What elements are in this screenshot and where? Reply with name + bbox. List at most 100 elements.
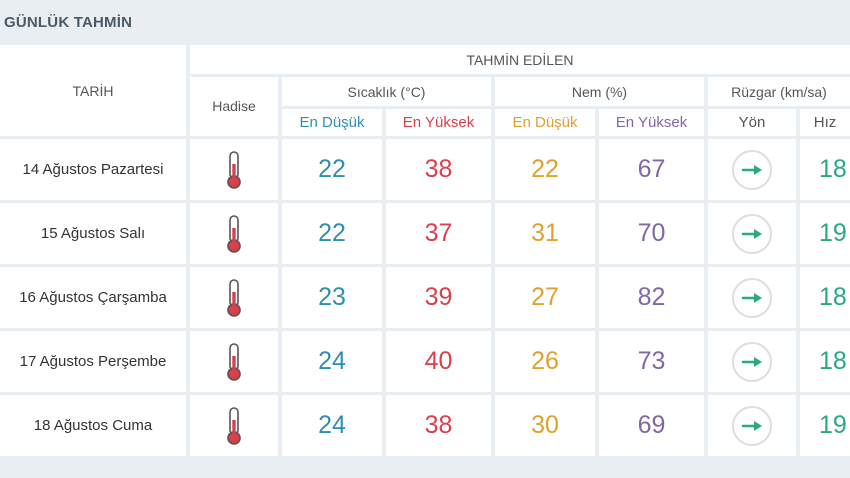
row-date: 17 Ağustos Perşembe bbox=[0, 331, 186, 392]
header-date: TARİH bbox=[0, 45, 186, 136]
temp-low-value: 22 bbox=[318, 219, 346, 247]
wind-direction-badge bbox=[732, 213, 772, 254]
subheader-temp-low: En Düşük bbox=[282, 109, 382, 136]
wind-dir bbox=[708, 203, 796, 264]
hum-low: 22 bbox=[495, 139, 595, 200]
row-event bbox=[190, 331, 278, 392]
subheader-wind-speed: Hız bbox=[800, 109, 850, 136]
temp-high: 40 bbox=[386, 331, 491, 392]
temp-high: 39 bbox=[386, 267, 491, 328]
temp-high-value: 40 bbox=[424, 347, 453, 375]
header-temperature: Sıcaklık (°C) bbox=[282, 77, 491, 106]
date-text: 18 Ağustos Cuma bbox=[33, 417, 153, 434]
row-event bbox=[190, 395, 278, 456]
row-event bbox=[190, 267, 278, 328]
hum-low-value: 27 bbox=[531, 283, 559, 311]
wind-dir bbox=[708, 267, 796, 328]
hum-low: 31 bbox=[495, 203, 595, 264]
thermometer-icon bbox=[227, 278, 241, 317]
row-event bbox=[190, 203, 278, 264]
wind-direction-badge bbox=[732, 341, 772, 382]
header-temperature-label: Sıcaklık (°C) bbox=[347, 83, 426, 100]
wind-speed: 18 bbox=[800, 267, 850, 328]
wind-dir bbox=[708, 331, 796, 392]
header-date-label: TARİH bbox=[72, 83, 114, 99]
wind-speed: 18 bbox=[800, 139, 850, 200]
subheader-temp-high-label: En Yüksek bbox=[402, 114, 475, 131]
date-text: 15 Ağustos Salı bbox=[40, 225, 146, 242]
row-date: 18 Ağustos Cuma bbox=[0, 395, 186, 456]
hum-high: 73 bbox=[599, 331, 704, 392]
wind-speed: 19 bbox=[800, 395, 850, 456]
temp-high-value: 37 bbox=[424, 219, 453, 247]
temp-low: 24 bbox=[282, 331, 382, 392]
arrow-right-icon bbox=[741, 164, 762, 175]
wind-direction-badge bbox=[732, 405, 772, 446]
row-event bbox=[190, 139, 278, 200]
hum-high: 82 bbox=[599, 267, 704, 328]
wind-speed-value: 18 bbox=[819, 347, 847, 375]
subheader-wind-dir: Yön bbox=[708, 109, 796, 136]
header-event: Hadise bbox=[190, 77, 278, 136]
header-event-label: Hadise bbox=[212, 98, 256, 114]
row-date: 16 Ağustos Çarşamba bbox=[0, 267, 186, 328]
wind-speed-value: 19 bbox=[819, 219, 847, 247]
date-text: 17 Ağustos Perşembe bbox=[19, 353, 167, 370]
row-date: 15 Ağustos Salı bbox=[0, 203, 186, 264]
temp-low: 22 bbox=[282, 139, 382, 200]
header-humidity-label: Nem (%) bbox=[571, 83, 628, 100]
temp-high-value: 38 bbox=[424, 155, 453, 183]
hum-low: 26 bbox=[495, 331, 595, 392]
hum-high-value: 82 bbox=[637, 283, 666, 311]
subheader-wind-speed-label: Hız bbox=[813, 114, 837, 131]
temp-low-value: 22 bbox=[318, 155, 346, 183]
hum-high: 69 bbox=[599, 395, 704, 456]
header-forecast-label: TAHMİN EDİLEN bbox=[466, 51, 574, 68]
header-humidity: Nem (%) bbox=[495, 77, 704, 106]
section-title: GÜNLÜK TAHMİN bbox=[4, 14, 133, 31]
wind-speed: 19 bbox=[800, 203, 850, 264]
temp-low-value: 24 bbox=[318, 411, 346, 439]
temp-low: 24 bbox=[282, 395, 382, 456]
subheader-temp-high: En Yüksek bbox=[386, 109, 491, 136]
thermometer-icon bbox=[227, 342, 241, 381]
temp-low-value: 23 bbox=[318, 283, 346, 311]
hum-high-value: 70 bbox=[637, 219, 666, 247]
hum-low-value: 30 bbox=[531, 411, 559, 439]
temp-high-value: 39 bbox=[424, 283, 453, 311]
header-wind: Rüzgar (km/sa) bbox=[708, 77, 850, 106]
subheader-hum-high: En Yüksek bbox=[599, 109, 704, 136]
temp-high: 38 bbox=[386, 139, 491, 200]
thermometer-icon bbox=[227, 150, 241, 189]
temp-low-value: 24 bbox=[318, 347, 346, 375]
temp-high-value: 38 bbox=[424, 411, 453, 439]
hum-high-value: 67 bbox=[637, 155, 666, 183]
hum-high-value: 73 bbox=[637, 347, 666, 375]
hum-low-value: 31 bbox=[531, 219, 559, 247]
arrow-right-icon bbox=[741, 228, 762, 239]
hum-high: 70 bbox=[599, 203, 704, 264]
subheader-hum-low: En Düşük bbox=[495, 109, 595, 136]
thermometer-icon bbox=[227, 214, 241, 253]
temp-low: 23 bbox=[282, 267, 382, 328]
date-text: 16 Ağustos Çarşamba bbox=[19, 289, 167, 306]
row-date: 14 Ağustos Pazartesi bbox=[0, 139, 186, 200]
subheader-temp-low-label: En Düşük bbox=[299, 114, 365, 131]
wind-dir bbox=[708, 395, 796, 456]
temp-low: 22 bbox=[282, 203, 382, 264]
header-forecast: TAHMİN EDİLEN bbox=[190, 45, 850, 74]
wind-speed-value: 18 bbox=[819, 155, 847, 183]
hum-low-value: 26 bbox=[531, 347, 559, 375]
wind-direction-badge bbox=[732, 277, 772, 318]
subheader-wind-dir-label: Yön bbox=[738, 114, 766, 131]
wind-speed: 18 bbox=[800, 331, 850, 392]
arrow-right-icon bbox=[741, 356, 762, 367]
hum-low-value: 22 bbox=[531, 155, 559, 183]
arrow-right-icon bbox=[741, 420, 762, 431]
temp-high: 37 bbox=[386, 203, 491, 264]
hum-low: 30 bbox=[495, 395, 595, 456]
hum-high: 67 bbox=[599, 139, 704, 200]
date-text: 14 Ağustos Pazartesi bbox=[22, 161, 164, 178]
wind-speed-value: 18 bbox=[819, 283, 847, 311]
hum-high-value: 69 bbox=[637, 411, 666, 439]
